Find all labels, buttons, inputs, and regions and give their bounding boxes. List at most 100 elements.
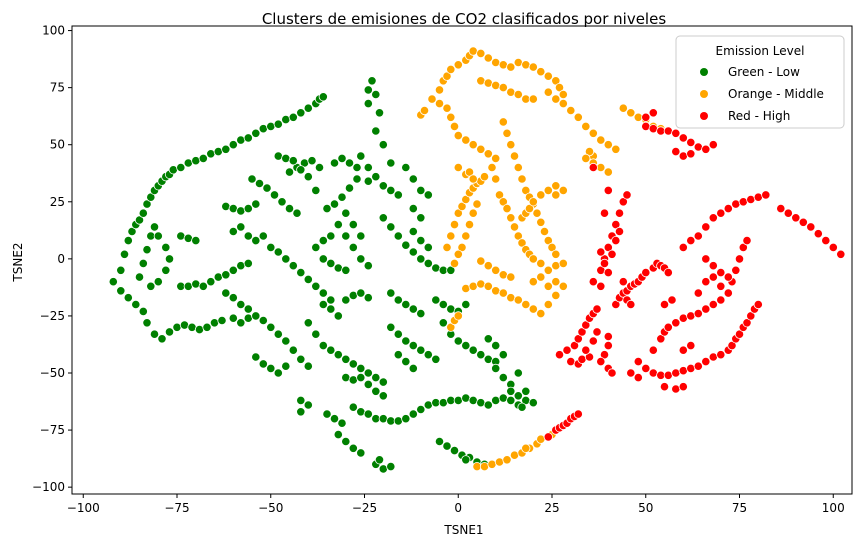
- point-green-low-0: [108, 277, 118, 287]
- point-orange-middle-54: [517, 238, 527, 248]
- point-red-high-105: [731, 265, 741, 275]
- x-axis-label: TSNE1: [443, 523, 483, 537]
- point-green-low-152: [356, 231, 366, 241]
- point-green-low-172: [341, 295, 351, 305]
- point-red-high-95: [663, 322, 673, 332]
- point-red-high-9: [562, 345, 572, 355]
- point-red-high-99: [693, 308, 703, 319]
- point-red-high-31: [622, 190, 632, 200]
- point-green-low-45: [172, 322, 182, 332]
- point-orange-middle-44: [551, 277, 561, 287]
- point-green-low-188: [333, 429, 343, 440]
- point-green-low-56: [134, 272, 145, 282]
- point-green-low-157: [363, 261, 373, 271]
- point-red-high-89: [659, 382, 670, 392]
- point-orange-middle-157: [509, 450, 520, 460]
- point-green-low-72: [191, 279, 201, 289]
- point-orange-middle-1: [446, 231, 456, 241]
- point-green-low-44: [164, 327, 175, 337]
- legend-box: [675, 35, 845, 129]
- point-green-low-22: [221, 144, 231, 154]
- point-green-low-250: [416, 213, 426, 223]
- point-orange-middle-51: [506, 213, 516, 223]
- point-orange-middle-41: [551, 261, 561, 271]
- point-red-high-48: [607, 368, 617, 378]
- point-red-high-76: [708, 352, 718, 362]
- point-green-low-78: [236, 261, 246, 271]
- point-red-high-6: [573, 409, 583, 419]
- point-red-high-34: [603, 267, 613, 278]
- point-green-low-249: [408, 204, 418, 214]
- point-red-high-75: [701, 356, 711, 367]
- point-green-low-163: [341, 354, 351, 364]
- point-orange-middle-16: [453, 249, 463, 259]
- point-green-low-198: [363, 409, 373, 419]
- point-orange-middle-138: [603, 140, 613, 150]
- point-green-low-232: [386, 185, 396, 195]
- point-green-low-149: [352, 162, 362, 173]
- point-green-low-295: [442, 441, 452, 451]
- point-green-low-77: [228, 265, 238, 275]
- point-green-low-127: [281, 254, 291, 264]
- point-green-low-197: [356, 407, 366, 417]
- point-red-high-100: [701, 304, 711, 314]
- point-green-low-182: [296, 395, 306, 405]
- point-green-low-58: [142, 245, 152, 255]
- point-orange-middle-102: [498, 60, 508, 70]
- point-green-low-168: [378, 377, 388, 387]
- point-green-low-6: [134, 215, 145, 225]
- point-green-low-98: [281, 336, 291, 346]
- point-green-low-161: [326, 345, 336, 355]
- point-green-low-206: [423, 400, 433, 410]
- plot-points: [108, 46, 846, 474]
- point-green-low-217: [506, 395, 516, 405]
- point-orange-middle-139: [611, 144, 621, 154]
- point-green-low-273: [461, 299, 471, 310]
- point-orange-middle-21: [468, 174, 478, 184]
- point-green-low-238: [401, 240, 411, 250]
- point-orange-middle-10: [479, 172, 490, 182]
- point-green-low-276: [453, 336, 463, 346]
- point-red-high-36: [611, 236, 621, 246]
- point-green-low-67: [176, 231, 186, 241]
- point-green-low-174: [356, 288, 366, 298]
- point-orange-middle-37: [551, 290, 561, 300]
- point-orange-middle-46: [487, 162, 497, 173]
- point-green-low-291: [521, 386, 531, 396]
- point-green-low-2: [119, 249, 130, 259]
- point-orange-middle-111: [558, 89, 568, 100]
- point-orange-middle-59: [483, 261, 493, 271]
- point-green-low-54: [243, 313, 253, 323]
- point-green-low-139: [318, 236, 328, 246]
- point-green-low-166: [363, 368, 373, 378]
- point-red-high-120: [761, 190, 771, 200]
- x-tick-label: −75: [164, 501, 189, 515]
- point-green-low-195: [374, 455, 385, 465]
- point-red-high-17: [566, 356, 576, 367]
- point-red-high-140: [641, 112, 651, 122]
- point-red-high-37: [614, 226, 625, 237]
- point-orange-middle-126: [506, 87, 516, 97]
- point-red-high-123: [716, 267, 726, 278]
- point-green-low-104: [266, 363, 276, 373]
- point-green-low-38: [123, 293, 133, 303]
- point-green-low-46: [179, 320, 190, 330]
- x-tick-label: −50: [258, 501, 283, 515]
- point-red-high-151: [659, 299, 670, 310]
- point-orange-middle-28: [483, 281, 493, 291]
- point-green-low-31: [288, 112, 298, 122]
- point-green-low-284: [498, 350, 508, 360]
- point-red-high-136: [708, 140, 718, 150]
- point-green-low-215: [491, 395, 501, 405]
- legend-marker-green-low: [700, 68, 708, 76]
- y-tick-label: −25: [40, 309, 65, 323]
- point-orange-middle-108: [543, 71, 553, 81]
- x-tick-label: 50: [638, 501, 653, 515]
- point-green-low-194: [386, 461, 396, 472]
- point-green-low-235: [378, 213, 388, 223]
- point-orange-middle-38: [528, 277, 538, 287]
- point-green-low-121: [288, 156, 298, 166]
- point-green-low-97: [273, 329, 283, 339]
- point-green-low-259: [423, 350, 433, 360]
- x-tick-label: 75: [732, 501, 747, 515]
